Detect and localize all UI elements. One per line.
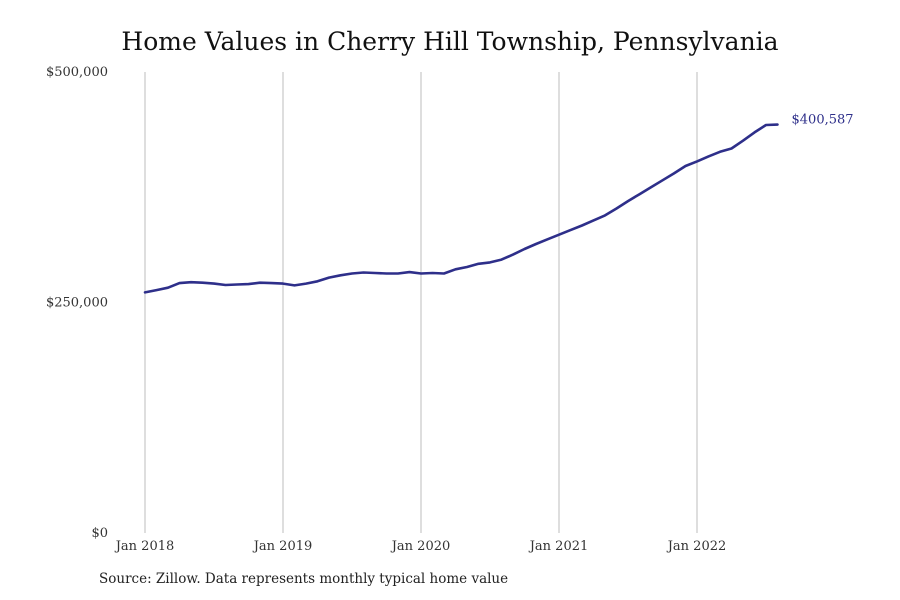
y-tick-label: $250,000 bbox=[46, 296, 108, 311]
chart-title: Home Values in Cherry Hill Township, Pen… bbox=[121, 27, 779, 56]
x-tick-label: Jan 2020 bbox=[390, 539, 451, 554]
series-line bbox=[143, 123, 779, 294]
y-tick-label: $500,000 bbox=[46, 65, 108, 80]
end-value-label: $400,587 bbox=[792, 113, 854, 128]
source-note: Source: Zillow. Data represents monthly … bbox=[99, 571, 509, 587]
x-tick-label: Jan 2019 bbox=[252, 539, 313, 554]
x-tick-label: Jan 2018 bbox=[114, 539, 175, 554]
y-tick-label: $0 bbox=[91, 526, 108, 541]
series-layer: $400,587 bbox=[143, 113, 854, 294]
x-tick-label: Jan 2021 bbox=[528, 539, 589, 554]
gridlines bbox=[144, 72, 698, 533]
axis-labels: Jan 2018 Jan 2019 Jan 2020 Jan 2021 Jan 2022… bbox=[46, 65, 726, 554]
x-tick-label: Jan 2022 bbox=[666, 539, 727, 554]
